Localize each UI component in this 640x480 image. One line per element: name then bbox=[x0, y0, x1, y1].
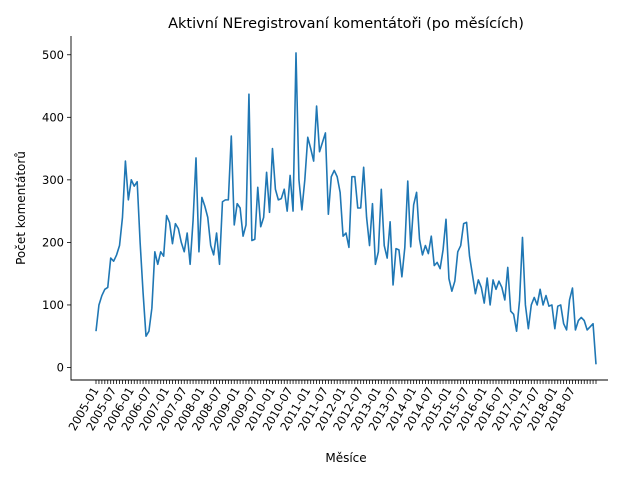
axes-frame bbox=[70, 36, 608, 381]
y-tick-label: 500 bbox=[42, 48, 64, 62]
y-tick-label: 200 bbox=[42, 235, 64, 249]
y-axis: 0 100 200 300 400 500 bbox=[42, 48, 71, 374]
x-axis: 2005-012005-072006-012006-072007-012007-… bbox=[65, 380, 597, 433]
y-tick-label: 0 bbox=[57, 360, 64, 374]
y-tick-label: 400 bbox=[42, 110, 64, 124]
series-line bbox=[95, 52, 597, 365]
y-tick-label: 100 bbox=[42, 298, 64, 312]
chart-title: Aktivní NEregistrovaní komentátoři (po m… bbox=[168, 16, 524, 32]
y-tick-label: 300 bbox=[42, 173, 64, 187]
y-axis-label: Počet komentátorů bbox=[14, 151, 28, 265]
x-axis-label: Měsíce bbox=[325, 451, 366, 465]
